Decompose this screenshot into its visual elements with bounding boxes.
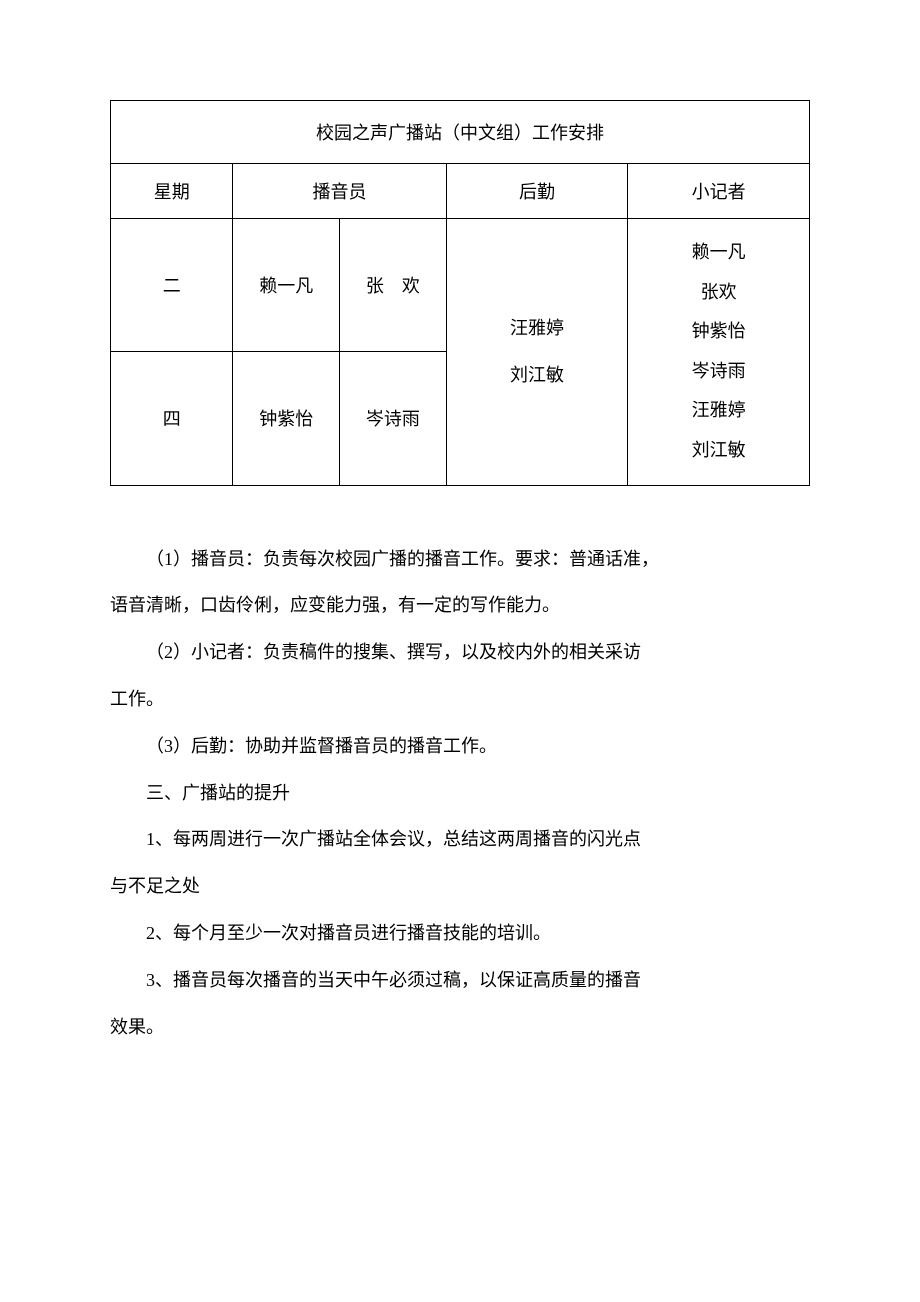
table-header-row: 星期 播音员 后勤 小记者 (111, 164, 810, 219)
anchor-cell: 钟紫怡 (233, 352, 340, 485)
anchor-cell: 赖一凡 (233, 219, 340, 352)
header-reporter: 小记者 (628, 164, 810, 219)
reporter-name: 岑诗雨 (632, 352, 805, 392)
logistics-cell: 汪雅婷 刘江敏 (446, 219, 628, 486)
paragraph: 3、播音员每次播音的当天中午必须过稿，以保证高质量的播音 (110, 957, 810, 1004)
logistics-name: 刘江敏 (451, 352, 624, 399)
paragraph: （2）小记者：负责稿件的搜集、撰写，以及校内外的相关采访 (110, 629, 810, 676)
paragraph-continuation: 语音清晰，口齿伶俐，应变能力强，有一定的写作能力。 (110, 582, 810, 629)
paragraph-continuation: 效果。 (110, 1004, 810, 1051)
header-anchor: 播音员 (233, 164, 446, 219)
anchor-cell: 张 欢 (340, 219, 447, 352)
paragraph-continuation: 工作。 (110, 676, 810, 723)
paragraph: （1）播音员：负责每次校园广播的播音工作。要求：普通话准， (110, 536, 810, 583)
table-title-row: 校园之声广播站（中文组）工作安排 (111, 101, 810, 164)
anchor-cell: 岑诗雨 (340, 352, 447, 485)
table-row: 二 赖一凡 张 欢 汪雅婷 刘江敏 赖一凡 张欢 钟紫怡 岑诗雨 汪雅婷 刘江敏 (111, 219, 810, 352)
paragraph: 2、每个月至少一次对播音员进行播音技能的培训。 (110, 910, 810, 957)
paragraph: 1、每两周进行一次广播站全体会议，总结这两周播音的闪光点 (110, 816, 810, 863)
table-title: 校园之声广播站（中文组）工作安排 (111, 101, 810, 164)
reporter-name: 张欢 (632, 273, 805, 313)
reporter-name: 刘江敏 (632, 431, 805, 471)
header-day: 星期 (111, 164, 233, 219)
day-cell: 四 (111, 352, 233, 485)
reporter-cell: 赖一凡 张欢 钟紫怡 岑诗雨 汪雅婷 刘江敏 (628, 219, 810, 486)
section-heading: 三、广播站的提升 (110, 770, 810, 817)
reporter-name: 赖一凡 (632, 233, 805, 273)
reporter-name: 汪雅婷 (632, 391, 805, 431)
body-text: （1）播音员：负责每次校园广播的播音工作。要求：普通话准， 语音清晰，口齿伶俐，… (110, 536, 810, 1051)
schedule-table: 校园之声广播站（中文组）工作安排 星期 播音员 后勤 小记者 二 赖一凡 张 欢… (110, 100, 810, 486)
reporter-name: 钟紫怡 (632, 312, 805, 352)
paragraph: （3）后勤：协助并监督播音员的播音工作。 (110, 723, 810, 770)
logistics-name: 汪雅婷 (451, 305, 624, 352)
paragraph-continuation: 与不足之处 (110, 863, 810, 910)
header-logistics: 后勤 (446, 164, 628, 219)
day-cell: 二 (111, 219, 233, 352)
